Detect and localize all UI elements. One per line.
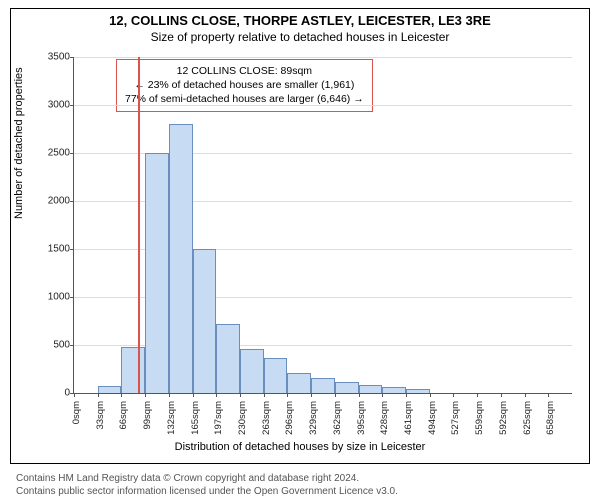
annotation-line-1: 12 COLLINS CLOSE: 89sqm (125, 64, 364, 78)
x-tick-label: 197sqm (213, 401, 224, 435)
chart-frame: 12, COLLINS CLOSE, THORPE ASTLEY, LEICES… (10, 8, 590, 464)
y-tick-label: 2500 (38, 148, 70, 159)
y-axis-label: Number of detached properties (13, 67, 25, 219)
x-tick-label: 592sqm (498, 401, 509, 435)
y-tick-mark (70, 105, 74, 106)
y-tick-mark (70, 345, 74, 346)
histogram-bar (98, 386, 122, 393)
gridline (74, 105, 572, 106)
x-tick-label: 296sqm (284, 401, 295, 435)
x-tick-mark (548, 393, 549, 397)
histogram-bar (335, 382, 359, 393)
license-line-1: Contains HM Land Registry data © Crown c… (16, 473, 398, 486)
x-tick-label: 230sqm (237, 401, 248, 435)
x-tick-mark (240, 393, 241, 397)
histogram-bar (169, 124, 193, 393)
x-tick-mark (287, 393, 288, 397)
histogram-bar (145, 153, 169, 393)
license-line-2: Contains public sector information licen… (16, 486, 398, 499)
x-tick-mark (335, 393, 336, 397)
y-tick-mark (70, 201, 74, 202)
histogram-bar (359, 385, 383, 393)
y-tick-mark (70, 57, 74, 58)
property-marker-line (138, 57, 140, 393)
histogram-bar (406, 389, 430, 393)
y-tick-label: 2000 (38, 196, 70, 207)
x-tick-mark (406, 393, 407, 397)
x-tick-mark (216, 393, 217, 397)
x-tick-label: 132sqm (166, 401, 177, 435)
x-tick-mark (193, 393, 194, 397)
x-tick-mark (430, 393, 431, 397)
histogram-bar (121, 347, 145, 393)
y-tick-label: 3000 (38, 100, 70, 111)
y-tick-mark (70, 249, 74, 250)
x-tick-label: 33sqm (95, 401, 106, 430)
x-tick-label: 428sqm (379, 401, 390, 435)
x-tick-mark (525, 393, 526, 397)
y-tick-label: 0 (38, 388, 70, 399)
histogram-bar (240, 349, 264, 393)
x-tick-mark (98, 393, 99, 397)
x-tick-label: 329sqm (308, 401, 319, 435)
x-axis-label: Distribution of detached houses by size … (11, 441, 589, 453)
gridline (74, 57, 572, 58)
x-tick-label: 559sqm (474, 401, 485, 435)
x-tick-mark (501, 393, 502, 397)
histogram-bar (216, 324, 240, 393)
y-tick-mark (70, 297, 74, 298)
histogram-bar (311, 378, 335, 393)
y-tick-label: 500 (38, 340, 70, 351)
x-tick-label: 66sqm (118, 401, 129, 430)
histogram-bar (287, 373, 311, 393)
x-tick-mark (382, 393, 383, 397)
histogram-bar (193, 249, 217, 393)
y-tick-label: 1000 (38, 292, 70, 303)
annotation-box: 12 COLLINS CLOSE: 89sqm ← 23% of detache… (116, 59, 373, 112)
chart-title-sub: Size of property relative to detached ho… (11, 30, 589, 44)
y-tick-mark (70, 153, 74, 154)
x-tick-label: 99sqm (142, 401, 153, 430)
chart-title-main: 12, COLLINS CLOSE, THORPE ASTLEY, LEICES… (11, 13, 589, 28)
x-tick-label: 494sqm (427, 401, 438, 435)
x-tick-label: 263sqm (261, 401, 272, 435)
plot-area: 12 COLLINS CLOSE: 89sqm ← 23% of detache… (73, 57, 572, 394)
x-tick-label: 625sqm (522, 401, 533, 435)
x-tick-mark (477, 393, 478, 397)
x-tick-mark (264, 393, 265, 397)
y-tick-label: 3500 (38, 52, 70, 63)
x-tick-mark (145, 393, 146, 397)
x-tick-label: 658sqm (545, 401, 556, 435)
license-text: Contains HM Land Registry data © Crown c… (16, 473, 398, 498)
x-tick-label: 165sqm (190, 401, 201, 435)
histogram-bar (382, 387, 406, 393)
x-tick-mark (169, 393, 170, 397)
x-tick-mark (121, 393, 122, 397)
x-tick-label: 461sqm (403, 401, 414, 435)
annotation-line-2: ← 23% of detached houses are smaller (1,… (125, 78, 364, 92)
x-tick-mark (74, 393, 75, 397)
x-tick-label: 0sqm (71, 401, 82, 424)
x-tick-mark (453, 393, 454, 397)
x-tick-mark (311, 393, 312, 397)
y-tick-label: 1500 (38, 244, 70, 255)
x-tick-label: 395sqm (356, 401, 367, 435)
x-tick-mark (359, 393, 360, 397)
x-tick-label: 362sqm (332, 401, 343, 435)
histogram-bar (264, 358, 288, 393)
x-tick-label: 527sqm (450, 401, 461, 435)
